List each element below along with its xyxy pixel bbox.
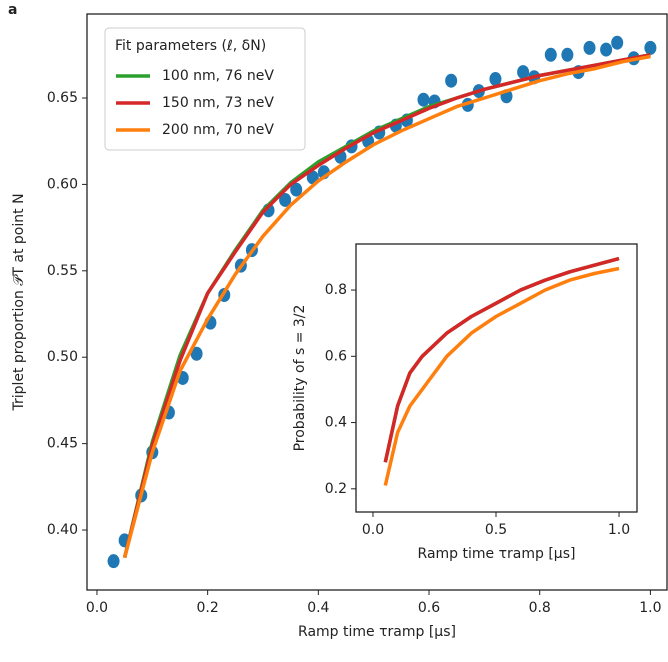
y-tick-label: 0.40 bbox=[47, 522, 78, 538]
fit-line bbox=[122, 53, 651, 559]
plot-area bbox=[107, 35, 657, 569]
x-tick-label: 1.0 bbox=[639, 600, 661, 616]
data-point bbox=[644, 40, 657, 55]
data-point bbox=[417, 92, 430, 107]
plot-area bbox=[383, 256, 620, 486]
y-axis-label: Probability of s = 3/2 bbox=[292, 305, 308, 452]
axes-background bbox=[356, 244, 637, 512]
fit-line bbox=[383, 256, 620, 463]
y-tick-label: 0.4 bbox=[325, 415, 347, 431]
data-point bbox=[107, 554, 120, 569]
x-axis-label: Ramp time τramp [µs] bbox=[418, 546, 576, 562]
x-tick-label: 0.4 bbox=[307, 600, 329, 616]
data-point bbox=[445, 73, 458, 88]
y-tick-label: 0.2 bbox=[325, 481, 347, 497]
y-axis-label: Triplet proportion 𝒫T at point N bbox=[11, 193, 27, 411]
x-axis-label: Ramp time τramp [µs] bbox=[298, 624, 456, 640]
panel-label: a bbox=[8, 2, 17, 18]
fit-line bbox=[122, 54, 651, 559]
x-tick-label: 0.2 bbox=[197, 600, 219, 616]
data-point bbox=[583, 40, 596, 55]
data-point bbox=[517, 65, 530, 80]
data-point bbox=[489, 71, 502, 86]
y-tick-label: 0.55 bbox=[47, 263, 78, 279]
data-point bbox=[611, 35, 624, 50]
axes-frame bbox=[86, 13, 668, 591]
legend-title: Fit parameters (ℓ, δN) bbox=[115, 38, 266, 54]
x-tick-label: 0.6 bbox=[418, 600, 440, 616]
axes-frame bbox=[355, 243, 638, 513]
legend-label: 200 nm, 70 neV bbox=[162, 122, 274, 138]
data-point bbox=[544, 47, 557, 62]
data-point bbox=[561, 47, 574, 62]
legend-label: 100 nm, 76 neV bbox=[162, 68, 274, 84]
x-tick-label: 1.0 bbox=[608, 522, 630, 538]
data-point bbox=[290, 182, 303, 197]
y-tick-label: 0.8 bbox=[325, 282, 347, 298]
y-tick-label: 0.45 bbox=[47, 436, 78, 452]
x-tick-label: 0.0 bbox=[362, 522, 384, 538]
legend-label: 150 nm, 73 neV bbox=[162, 95, 274, 111]
x-tick-label: 0.0 bbox=[86, 600, 108, 616]
y-tick-label: 0.65 bbox=[47, 90, 78, 106]
data-point bbox=[190, 346, 203, 361]
y-tick-label: 0.6 bbox=[325, 348, 347, 364]
y-tick-label: 0.50 bbox=[47, 349, 78, 365]
fit-line bbox=[383, 266, 620, 486]
x-tick-label: 0.5 bbox=[485, 522, 507, 538]
data-point bbox=[279, 192, 292, 207]
legend-box bbox=[104, 27, 306, 151]
y-tick-label: 0.60 bbox=[47, 176, 78, 192]
x-tick-label: 0.8 bbox=[529, 600, 551, 616]
data-point bbox=[600, 42, 613, 57]
